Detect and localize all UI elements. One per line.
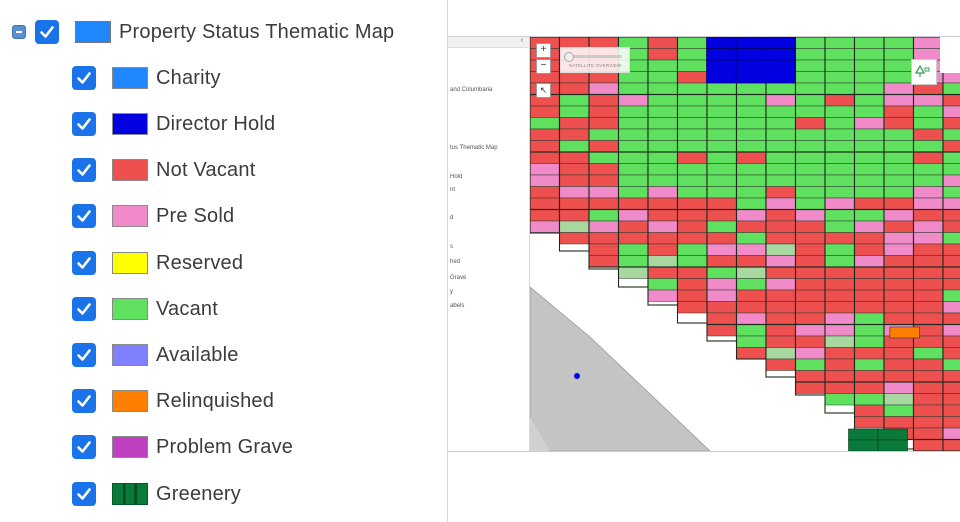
layers-button[interactable] <box>911 59 937 85</box>
plot-grid-map[interactable] <box>530 37 960 451</box>
checkmark-icon <box>40 26 54 38</box>
legend-item-problem-grave[interactable]: Problem Grave <box>72 433 293 461</box>
legend-checkbox[interactable] <box>72 112 96 136</box>
legend-checkbox[interactable] <box>72 251 96 275</box>
legend-item-pre-sold[interactable]: Pre Sold <box>72 202 234 230</box>
legend-panel: Property Status Thematic Map Charity Dire… <box>0 0 448 522</box>
legend-swatch <box>112 298 148 320</box>
legend-item-label: Vacant <box>156 297 218 320</box>
legend-item-relinquished[interactable]: Relinquished <box>72 387 274 415</box>
side-panel-text: and Columbaria <box>450 87 493 93</box>
checkmark-icon <box>77 118 91 130</box>
checkmark-icon <box>77 257 91 269</box>
legend-checkbox[interactable] <box>72 389 96 413</box>
legend-root-row[interactable]: Property Status Thematic Map <box>12 18 394 46</box>
legend-swatch <box>112 252 148 274</box>
legend-swatch <box>112 436 148 458</box>
legend-checkbox[interactable] <box>72 66 96 90</box>
legend-item-label: Problem Grave <box>156 435 294 458</box>
overview-label: SATELLITE OVERVIEW <box>569 63 622 68</box>
slider-track <box>566 55 622 58</box>
legend-item-label: Pre Sold <box>156 204 235 227</box>
legend-checkbox[interactable] <box>72 158 96 182</box>
legend-item-label: Not Vacant <box>156 158 256 181</box>
legend-swatch <box>112 483 148 505</box>
legend-item-label: Director Hold <box>156 112 276 135</box>
legend-swatch <box>112 159 148 181</box>
legend-item-charity[interactable]: Charity <box>72 64 221 92</box>
legend-item-label: Available <box>156 343 239 366</box>
legend-item-reserved[interactable]: Reserved <box>72 249 243 277</box>
legend-checkbox[interactable] <box>72 435 96 459</box>
legend-checkbox[interactable] <box>72 297 96 321</box>
side-panel-text: d <box>450 215 454 221</box>
legend-item-available[interactable]: Available <box>72 341 239 369</box>
side-panel-text: abels <box>450 303 465 309</box>
legend-item-vacant[interactable]: Vacant <box>72 295 218 323</box>
legend-swatch <box>112 344 148 366</box>
side-panel-text: nt <box>450 187 456 193</box>
legend-item-director-hold[interactable]: Director Hold <box>72 110 275 138</box>
legend-checkbox[interactable] <box>72 204 96 228</box>
legend-swatch <box>112 67 148 89</box>
legend-item-label: Greenery <box>156 482 241 505</box>
legend-item-label: Charity <box>156 66 221 89</box>
legend-item-label: Reserved <box>156 251 244 274</box>
checkmark-icon <box>77 488 91 500</box>
tree-layer-icon <box>914 64 930 77</box>
map-side-panel: ‹ and Columbaria tus Thematic Map Hold nt d s… <box>446 37 530 451</box>
legend-root-label: Property Status Thematic Map <box>119 20 395 43</box>
side-panel-text: s <box>450 244 453 250</box>
zoom-in-button[interactable]: + <box>536 43 551 58</box>
side-panel-text: Grave <box>450 275 467 281</box>
side-panel-text: y <box>450 289 453 295</box>
checkmark-icon <box>77 72 91 84</box>
overview-slider[interactable]: SATELLITE OVERVIEW <box>560 47 630 73</box>
legend-swatch <box>112 205 148 227</box>
legend-checkbox[interactable] <box>72 482 96 506</box>
legend-checkbox[interactable] <box>72 343 96 367</box>
side-panel-text: Hold <box>450 174 463 180</box>
checkmark-icon <box>77 164 91 176</box>
select-tool-button[interactable]: ↖ <box>536 83 551 98</box>
checkmark-icon <box>77 210 91 222</box>
checkmark-icon <box>77 349 91 361</box>
legend-swatch <box>112 390 148 412</box>
zoom-out-button[interactable]: − <box>536 59 551 74</box>
side-panel-text: hed <box>450 259 461 265</box>
checkmark-icon <box>77 395 91 407</box>
checkmark-icon <box>77 441 91 453</box>
legend-swatch <box>75 21 111 43</box>
map-canvas[interactable]: + − ↖ SATELLITE OVERVIEW <box>530 37 960 451</box>
map-window: ‹ and Columbaria tus Thematic Map Hold nt d s… <box>445 36 960 452</box>
legend-item-not-vacant[interactable]: Not Vacant <box>72 156 255 184</box>
legend-item-label: Relinquished <box>156 389 275 412</box>
legend-item-greenery[interactable]: Greenery <box>72 480 241 508</box>
legend-swatch <box>112 113 148 135</box>
root-checkbox[interactable] <box>35 20 59 44</box>
collapse-icon[interactable] <box>12 25 26 39</box>
side-panel-text: tus Thematic Map <box>450 145 498 151</box>
panel-collapse-icon[interactable]: ‹ <box>520 37 523 44</box>
checkmark-icon <box>77 303 91 315</box>
side-panel-header: ‹ <box>446 37 529 48</box>
slider-knob[interactable] <box>564 52 574 62</box>
